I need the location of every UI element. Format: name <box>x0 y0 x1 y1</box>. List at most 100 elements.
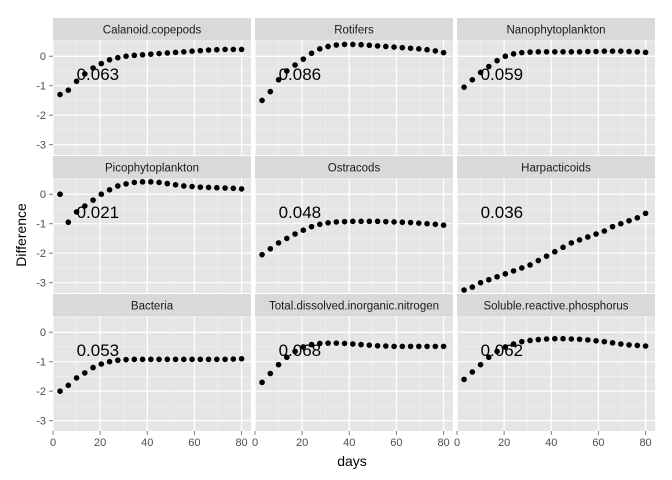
data-point <box>477 279 484 286</box>
data-point <box>181 48 187 55</box>
x-tick-label: 80 <box>437 437 449 449</box>
data-point <box>123 356 129 363</box>
data-point <box>164 50 171 56</box>
data-point <box>593 231 599 237</box>
data-point <box>609 223 616 230</box>
data-point <box>131 52 138 59</box>
data-point <box>156 50 162 57</box>
data-point <box>238 46 245 53</box>
data-point <box>502 271 509 277</box>
data-point <box>543 253 550 259</box>
x-tick-label: 40 <box>141 437 153 449</box>
data-point <box>642 49 649 56</box>
panel-7: Bacteria 0.053 <box>52 294 251 431</box>
data-point <box>576 237 583 243</box>
data-point <box>366 218 373 225</box>
panel-annotation: 0.036 <box>481 203 524 222</box>
data-point <box>197 47 204 54</box>
data-point <box>115 357 121 364</box>
data-point <box>543 48 550 55</box>
data-point <box>585 234 591 240</box>
data-point <box>90 364 96 371</box>
data-point <box>469 284 476 290</box>
data-point <box>214 46 220 53</box>
data-point <box>275 240 282 246</box>
panel-annotation: 0.062 <box>481 341 524 360</box>
data-point <box>461 84 467 90</box>
data-point <box>585 48 591 55</box>
data-point <box>552 248 558 255</box>
data-point <box>576 48 583 55</box>
data-point <box>416 46 422 52</box>
data-point <box>230 185 237 192</box>
data-point <box>568 48 575 55</box>
data-point <box>325 43 331 50</box>
data-point <box>181 183 187 189</box>
data-point <box>300 227 307 233</box>
data-point <box>148 179 154 185</box>
data-point <box>292 348 298 355</box>
data-point <box>139 356 146 363</box>
data-point <box>333 42 340 48</box>
data-point <box>156 179 162 186</box>
panel-strip <box>255 294 453 316</box>
data-point <box>205 184 212 191</box>
data-point <box>519 265 525 271</box>
panel-2: Rotifers 0.086 <box>254 18 453 155</box>
data-point <box>486 63 492 70</box>
data-point <box>407 343 414 350</box>
panel-background <box>255 316 453 431</box>
y-tick-label: -3 <box>36 416 46 428</box>
data-point <box>325 340 331 346</box>
data-point <box>510 51 517 57</box>
data-point <box>98 60 105 67</box>
data-point <box>432 48 439 54</box>
data-point <box>407 45 414 52</box>
panel-4: Picophytoplankton 0.021 <box>52 156 251 293</box>
x-tick-label: 20 <box>498 437 510 449</box>
panel-strip-label: Nanophytoplankton <box>506 25 605 37</box>
panel-background <box>255 178 453 293</box>
data-point <box>510 341 517 347</box>
x-tick-label: 0 <box>454 437 460 449</box>
data-point <box>383 343 389 349</box>
data-point <box>300 56 307 62</box>
data-point <box>502 344 509 350</box>
data-point <box>399 44 406 51</box>
data-point <box>358 218 364 225</box>
data-point <box>341 340 348 347</box>
data-point <box>494 273 500 280</box>
data-point <box>317 340 323 347</box>
data-point <box>432 221 439 228</box>
data-point <box>139 179 146 185</box>
data-point <box>82 203 88 209</box>
data-point <box>73 209 80 215</box>
data-point <box>424 220 430 227</box>
data-point <box>172 356 179 363</box>
data-point <box>477 361 484 368</box>
y-tick-label: -3 <box>36 278 46 290</box>
data-point <box>634 215 641 221</box>
data-point <box>156 356 162 363</box>
data-point <box>238 186 245 192</box>
data-point <box>284 68 290 74</box>
data-point <box>292 231 298 237</box>
data-point <box>350 41 356 48</box>
data-point <box>560 335 566 342</box>
data-point <box>98 191 105 198</box>
data-point <box>57 388 63 394</box>
panel-strip-label: Calanoid.copepods <box>103 25 202 37</box>
data-point <box>626 48 632 55</box>
data-point <box>383 218 389 225</box>
panel-annotation: 0.021 <box>77 203 120 222</box>
data-point <box>139 51 146 58</box>
data-point <box>106 56 113 63</box>
data-point <box>477 69 484 76</box>
data-point <box>609 48 616 55</box>
data-point <box>90 197 96 203</box>
y-tick-label: 0 <box>40 327 46 339</box>
data-point <box>601 228 608 234</box>
panel-strip-label: Rotifers <box>334 25 374 37</box>
data-point <box>238 355 245 362</box>
data-point <box>65 219 72 226</box>
